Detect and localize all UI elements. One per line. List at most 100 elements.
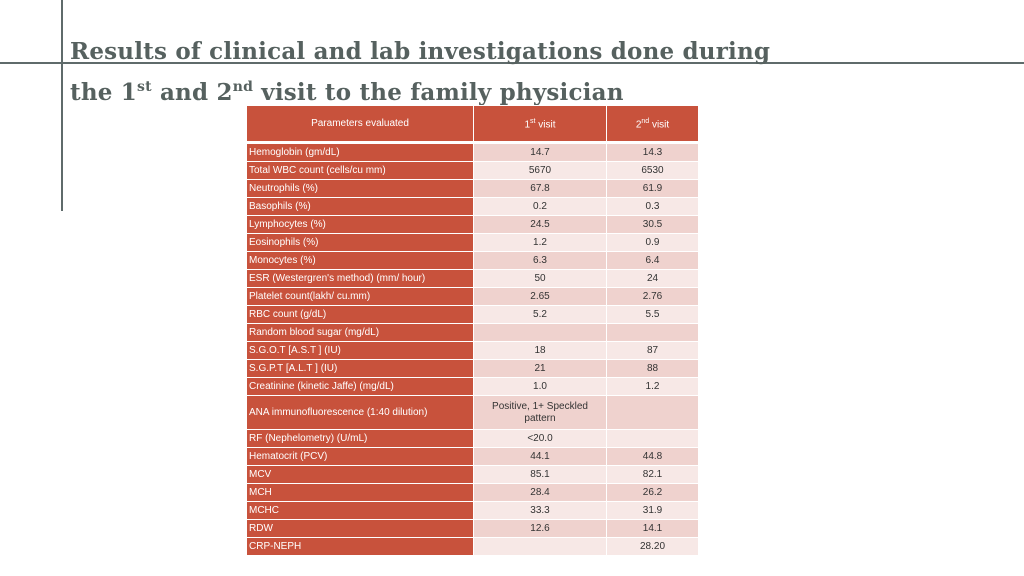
second-visit-cell: 24 xyxy=(606,269,699,288)
table-row: ANA immunofluorescence (1:40 dilution) Po… xyxy=(246,395,699,430)
second-visit-cell: 87 xyxy=(606,341,699,360)
second-visit-cell xyxy=(606,429,699,448)
second-visit-cell: 14.1 xyxy=(606,519,699,538)
title-text: visit to the family physician xyxy=(253,79,624,106)
first-visit-cell: 33.3 xyxy=(473,501,607,520)
table-row: Creatinine (kinetic Jaffe) (mg/dL) 1.0 1.2 xyxy=(246,377,699,396)
first-visit-cell: 85.1 xyxy=(473,465,607,484)
second-visit-cell: 0.9 xyxy=(606,233,699,252)
parameter-cell: MCH xyxy=(246,483,474,502)
table-row: Basophils (%) 0.2 0.3 xyxy=(246,197,699,216)
table-row: MCV 85.1 82.1 xyxy=(246,465,699,484)
first-visit-cell: 1.0 xyxy=(473,377,607,396)
second-visit-cell: 44.8 xyxy=(606,447,699,466)
first-visit-cell: 28.4 xyxy=(473,483,607,502)
first-visit-cell: 1.2 xyxy=(473,233,607,252)
first-visit-cell: 67.8 xyxy=(473,179,607,198)
second-visit-cell: 1.2 xyxy=(606,377,699,396)
first-visit-cell: Positive, 1+ Speckled pattern xyxy=(473,395,607,430)
header-text: visit xyxy=(649,119,670,131)
title-sup: st xyxy=(137,79,152,95)
second-visit-cell: 88 xyxy=(606,359,699,378)
table-row: Hematocrit (PCV) 44.1 44.8 xyxy=(246,447,699,466)
title-text: and 2 xyxy=(151,79,233,106)
second-visit-cell xyxy=(606,395,699,430)
table-row: Neutrophils (%) 67.8 61.9 xyxy=(246,179,699,198)
first-visit-cell: 14.7 xyxy=(473,142,607,162)
header-second-visit: 2nd visit xyxy=(606,105,699,144)
parameter-cell: RDW xyxy=(246,519,474,538)
parameter-cell: S.G.P.T [A.L.T ] (IU) xyxy=(246,359,474,378)
second-visit-cell: 5.5 xyxy=(606,305,699,324)
table-row: RDW 12.6 14.1 xyxy=(246,519,699,538)
first-visit-cell: 12.6 xyxy=(473,519,607,538)
first-visit-cell: 5670 xyxy=(473,161,607,180)
first-visit-cell: 18 xyxy=(473,341,607,360)
second-visit-cell xyxy=(606,323,699,342)
table-header-row: Parameters evaluated 1st visit 2nd visit xyxy=(246,105,699,144)
table-row: Hemoglobin (gm/dL) 14.7 14.3 xyxy=(246,142,699,162)
table-row: CRP-NEPH 28.20 xyxy=(246,537,699,556)
table-row: MCHC 33.3 31.9 xyxy=(246,501,699,520)
parameter-cell: RF (Nephelometry) (U/mL) xyxy=(246,429,474,448)
header-first-visit: 1st visit xyxy=(473,105,607,144)
results-table: Parameters evaluated 1st visit 2nd visit… xyxy=(246,105,699,556)
header-text: 1 xyxy=(524,119,531,131)
parameter-cell: Total WBC count (cells/cu mm) xyxy=(246,161,474,180)
first-visit-cell: 6.3 xyxy=(473,251,607,270)
second-visit-cell: 6.4 xyxy=(606,251,699,270)
second-visit-cell: 6530 xyxy=(606,161,699,180)
parameter-cell: Platelet count(lakh/ cu.mm) xyxy=(246,287,474,306)
parameter-cell: Hemoglobin (gm/dL) xyxy=(246,142,474,162)
second-visit-cell: 61.9 xyxy=(606,179,699,198)
first-visit-cell: 24.5 xyxy=(473,215,607,234)
title-sup: nd xyxy=(232,79,254,95)
parameter-cell: Creatinine (kinetic Jaffe) (mg/dL) xyxy=(246,377,474,396)
parameter-cell: MCV xyxy=(246,465,474,484)
parameter-cell: RBC count (g/dL) xyxy=(246,305,474,324)
parameter-cell: Random blood sugar (mg/dL) xyxy=(246,323,474,342)
parameter-cell: Basophils (%) xyxy=(246,197,474,216)
parameter-cell: Eosinophils (%) xyxy=(246,233,474,252)
first-visit-cell: 21 xyxy=(473,359,607,378)
table-row: RBC count (g/dL) 5.2 5.5 xyxy=(246,305,699,324)
header-sup: nd xyxy=(641,117,650,125)
header-text: visit xyxy=(535,119,556,131)
vertical-divider xyxy=(61,0,63,211)
second-visit-cell: 31.9 xyxy=(606,501,699,520)
first-visit-cell: 0.2 xyxy=(473,197,607,216)
parameter-cell: Neutrophils (%) xyxy=(246,179,474,198)
first-visit-cell xyxy=(473,323,607,342)
table-row: RF (Nephelometry) (U/mL) <20.0 xyxy=(246,429,699,448)
first-visit-cell: 5.2 xyxy=(473,305,607,324)
second-visit-cell: 28.20 xyxy=(606,537,699,556)
table-row: Lymphocytes (%) 24.5 30.5 xyxy=(246,215,699,234)
slide-title: Results of clinical and lab investigatio… xyxy=(70,31,770,113)
first-visit-cell: 44.1 xyxy=(473,447,607,466)
table-row: Total WBC count (cells/cu mm) 5670 6530 xyxy=(246,161,699,180)
second-visit-cell: 26.2 xyxy=(606,483,699,502)
first-visit-cell: <20.0 xyxy=(473,429,607,448)
parameter-cell: Monocytes (%) xyxy=(246,251,474,270)
second-visit-cell: 82.1 xyxy=(606,465,699,484)
table-row: MCH 28.4 26.2 xyxy=(246,483,699,502)
table-row: S.G.O.T [A.S.T ] (IU) 18 87 xyxy=(246,341,699,360)
title-line-1: Results of clinical and lab investigatio… xyxy=(70,38,771,65)
parameter-cell: ESR (Westergren's method) (mm/ hour) xyxy=(246,269,474,288)
first-visit-cell: 2.65 xyxy=(473,287,607,306)
table-row: Monocytes (%) 6.3 6.4 xyxy=(246,251,699,270)
header-sup: st xyxy=(530,117,536,125)
second-visit-cell: 30.5 xyxy=(606,215,699,234)
table-row: Platelet count(lakh/ cu.mm) 2.65 2.76 xyxy=(246,287,699,306)
second-visit-cell: 14.3 xyxy=(606,142,699,162)
first-visit-cell: 50 xyxy=(473,269,607,288)
title-text: the 1 xyxy=(70,79,137,106)
header-parameters: Parameters evaluated xyxy=(246,105,474,144)
horizontal-divider xyxy=(0,62,1024,64)
parameter-cell: CRP-NEPH xyxy=(246,537,474,556)
parameter-cell: S.G.O.T [A.S.T ] (IU) xyxy=(246,341,474,360)
table-row: S.G.P.T [A.L.T ] (IU) 21 88 xyxy=(246,359,699,378)
table-row: ESR (Westergren's method) (mm/ hour) 50 24 xyxy=(246,269,699,288)
parameter-cell: MCHC xyxy=(246,501,474,520)
table-row: Eosinophils (%) 1.2 0.9 xyxy=(246,233,699,252)
